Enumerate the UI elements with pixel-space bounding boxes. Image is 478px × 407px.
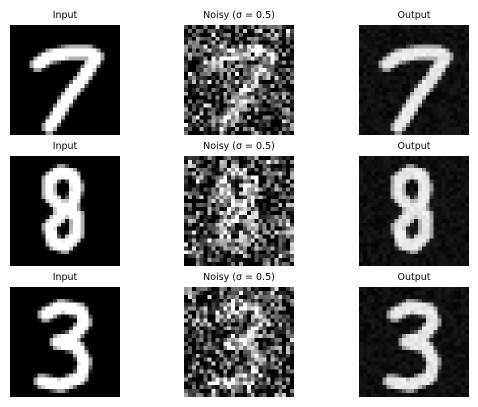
row1-input-image (10, 25, 120, 135)
row3-input-image (10, 287, 120, 397)
row2-output-image (359, 156, 469, 266)
row2-noisy-title: Noisy (σ = 0.5) (203, 141, 275, 152)
row3-output-title: Output (397, 272, 431, 283)
row3-noisy-title: Noisy (σ = 0.5) (203, 272, 275, 283)
row3-output-image (359, 287, 469, 397)
row2-noisy-image (184, 156, 294, 266)
row3-input-title: Input (52, 272, 78, 283)
row1-output-title: Output (397, 10, 431, 21)
row1-noisy-image (184, 25, 294, 135)
row2-input-image (10, 156, 120, 266)
row2-output-title: Output (397, 141, 431, 152)
row1-output-image (359, 25, 469, 135)
row3-noisy-image (184, 287, 294, 397)
row2-input-title: Input (52, 141, 78, 152)
row1-noisy-title: Noisy (σ = 0.5) (203, 10, 275, 21)
row1-input-title: Input (52, 10, 78, 21)
